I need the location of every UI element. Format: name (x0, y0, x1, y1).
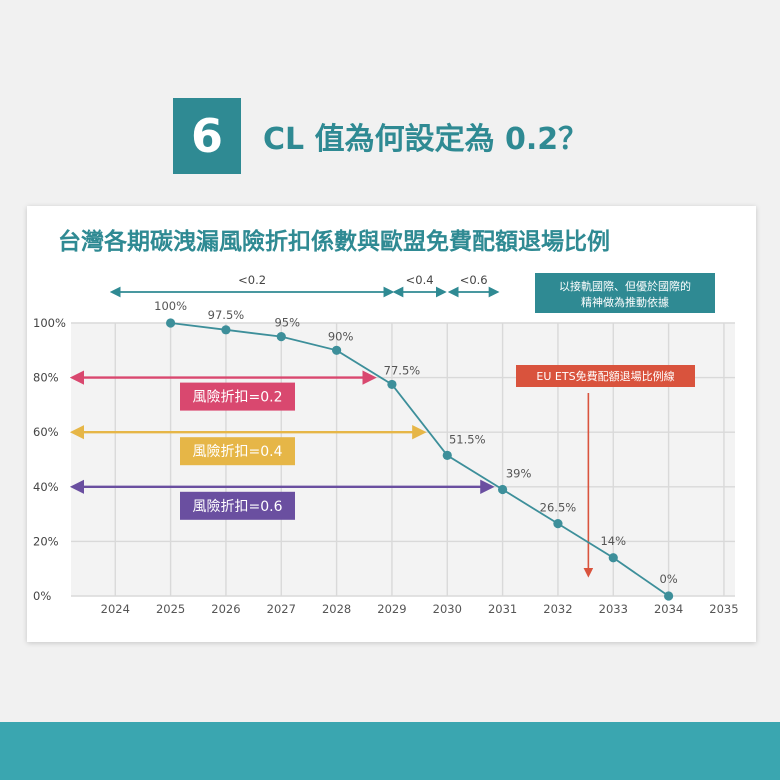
discount-label: 風險折扣=0.4 (193, 444, 283, 460)
data-point (498, 484, 508, 495)
x-tick-label: 2028 (322, 602, 351, 616)
discount-label-box (180, 437, 295, 466)
data-label: 90% (328, 329, 354, 343)
chart-title: 台灣各期碳洩漏風險折扣係數與歐盟免費配額退場比例 (58, 229, 610, 255)
x-tick-label: 2029 (377, 602, 406, 616)
data-label: 39% (506, 467, 532, 481)
data-label: 97.5% (208, 308, 245, 322)
x-tick-label: 2034 (654, 602, 683, 616)
x-tick-label: 2024 (101, 602, 130, 616)
x-tick-label: 2032 (543, 602, 572, 616)
x-tick-label: 2035 (709, 602, 738, 616)
y-tick-label: 80% (33, 371, 59, 385)
data-point (387, 379, 397, 390)
data-point (166, 318, 176, 328)
y-tick-label: 60% (33, 425, 59, 439)
data-label: 14% (600, 534, 626, 548)
data-point (608, 553, 618, 563)
y-tick-label: 100% (33, 316, 66, 330)
data-label: 77.5% (384, 363, 421, 377)
section-title: CL 值為何設定為 0.2？ (263, 122, 589, 157)
discount-label-box (180, 491, 295, 520)
note-text-line: 精神做為推動依據 (581, 295, 669, 309)
data-label: 0% (659, 572, 677, 586)
footer-band (0, 722, 780, 780)
data-label: 51.5% (449, 432, 486, 446)
eu-line-label: EU ETS免費配額退場比例線 (536, 369, 674, 383)
y-tick-label: 20% (33, 534, 59, 548)
series-line (170, 322, 670, 597)
y-tick-label: 40% (33, 480, 59, 494)
eu-line-label-box (516, 365, 695, 387)
discount-label: 風險折扣=0.6 (193, 499, 283, 515)
line-chart: 2024 2025 2026 2027 2028 2029 2030 2031 2032 2033… (33, 273, 739, 616)
period-range-label: <0.6 (460, 273, 488, 287)
period-range-label: <0.2 (238, 273, 266, 287)
data-point (664, 591, 674, 601)
y-tick-label: 0% (33, 589, 51, 603)
data-point (332, 345, 342, 355)
x-tick-label: 2030 (433, 602, 462, 616)
x-tick-label: 2033 (599, 602, 628, 616)
x-tick-label: 2026 (211, 602, 240, 616)
data-label: 100% (154, 299, 187, 313)
note-text-line: 以接軌國際、但優於國際的 (559, 279, 691, 293)
data-point (553, 519, 563, 529)
x-tick-label: 2031 (488, 602, 517, 616)
section-number: 6 (173, 98, 241, 174)
section-heading: 6 CL 值為何設定為 0.2？ (173, 98, 588, 174)
x-tick-label: 2027 (267, 602, 296, 616)
data-point (221, 325, 231, 335)
note-box (535, 273, 715, 313)
data-label: 95% (274, 316, 300, 330)
period-range-label: <0.4 (406, 273, 434, 287)
data-point (442, 450, 452, 461)
x-tick-label: 2025 (156, 602, 185, 616)
chart-card: 台灣各期碳洩漏風險折扣係數與歐盟免費配額退場比例 2024 2025 2026 202… (27, 206, 756, 642)
discount-label-box (180, 382, 295, 411)
data-label: 26.5% (540, 501, 577, 515)
data-point (276, 332, 286, 342)
discount-label: 風險折扣=0.2 (193, 390, 283, 406)
